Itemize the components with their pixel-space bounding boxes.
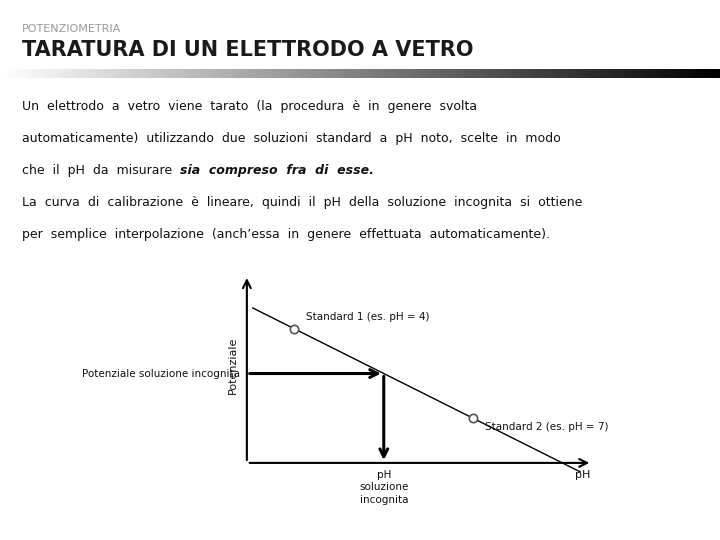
Text: pH: pH bbox=[575, 470, 591, 480]
Text: Un  elettrodo  a  vetro  viene  tarato  (la  procedura  è  in  genere  svolta: Un elettrodo a vetro viene tarato (la pr… bbox=[22, 100, 477, 113]
Text: POTENZIOMETRIA: POTENZIOMETRIA bbox=[22, 24, 121, 35]
Text: Potenziale: Potenziale bbox=[228, 336, 238, 394]
Text: per  semplice  interpolazione  (anch’essa  in  genere  effettuata  automaticamen: per semplice interpolazione (anch’essa i… bbox=[22, 228, 549, 241]
Text: automaticamente)  utilizzando  due  soluzioni  standard  a  pH  noto,  scelte  i: automaticamente) utilizzando due soluzio… bbox=[22, 132, 560, 145]
Text: sia  compreso  fra  di  esse.: sia compreso fra di esse. bbox=[180, 164, 374, 177]
Text: Standard 1 (es. pH = 4): Standard 1 (es. pH = 4) bbox=[307, 312, 430, 322]
Text: La  curva  di  calibrazione  è  lineare,  quindi  il  pH  della  soluzione  inco: La curva di calibrazione è lineare, quin… bbox=[22, 196, 582, 209]
Text: Standard 2 (es. pH = 7): Standard 2 (es. pH = 7) bbox=[485, 422, 608, 432]
Text: TARATURA DI UN ELETTRODO A VETRO: TARATURA DI UN ELETTRODO A VETRO bbox=[22, 40, 473, 60]
Text: Potenziale soluzione incognita: Potenziale soluzione incognita bbox=[81, 368, 240, 379]
Text: che  il  pH  da  misurare: che il pH da misurare bbox=[22, 164, 180, 177]
Text: pH
soluzione
incognita: pH soluzione incognita bbox=[359, 470, 408, 505]
